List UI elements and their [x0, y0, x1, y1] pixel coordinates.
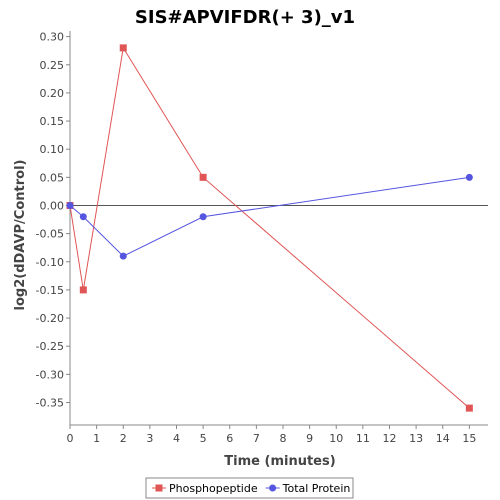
data-point-phosphopeptide	[79, 286, 87, 294]
y-tick-label: 0.30	[40, 31, 65, 44]
legend-marker-total-protein	[269, 484, 277, 492]
x-tick-label: 7	[253, 432, 260, 445]
x-tick-label: 10	[329, 432, 343, 445]
y-tick-label: -0.15	[36, 284, 64, 297]
x-tick-label: 13	[409, 432, 423, 445]
data-point-total-protein	[79, 213, 87, 221]
x-tick-label: 3	[146, 432, 153, 445]
x-tick-label: 8	[279, 432, 286, 445]
data-point-total-protein	[119, 252, 127, 260]
y-tick-label: 0.15	[40, 115, 65, 128]
legend-label-total-protein: Total Protein	[282, 482, 351, 495]
x-tick-label: 5	[200, 432, 207, 445]
legend-label-phosphopeptide: Phosphopeptide	[169, 482, 258, 495]
data-point-phosphopeptide	[199, 173, 207, 181]
x-tick-label: 14	[436, 432, 450, 445]
x-tick-label: 2	[120, 432, 127, 445]
x-tick-label: 4	[173, 432, 180, 445]
x-tick-label: 1	[93, 432, 100, 445]
x-axis-label: Time (minutes)	[224, 454, 335, 469]
data-point-phosphopeptide	[119, 44, 127, 52]
data-point-total-protein	[465, 173, 473, 181]
y-tick-label: 0.00	[40, 199, 65, 212]
y-tick-label: -0.35	[36, 396, 64, 409]
y-tick-label: 0.25	[40, 59, 65, 72]
x-tick-label: 12	[382, 432, 396, 445]
legend-box	[145, 477, 354, 499]
y-tick-label: -0.05	[36, 228, 64, 241]
y-tick-label: 0.10	[40, 143, 65, 156]
y-tick-label: -0.30	[36, 368, 64, 381]
y-axis-label: log2(dDAVP/Control)	[13, 160, 28, 311]
x-tick-label: 15	[462, 432, 476, 445]
y-tick-label: -0.10	[36, 256, 64, 269]
y-tick-label: -0.25	[36, 340, 64, 353]
chart-title: SIS#APVIFDR(+ 3)_v1	[135, 7, 355, 28]
y-tick-label: 0.05	[40, 171, 65, 184]
legend: Phosphopeptide Total Protein	[145, 477, 354, 499]
x-tick-label: 0	[67, 432, 74, 445]
y-tick-label: 0.20	[40, 87, 65, 100]
x-tick-label: 9	[306, 432, 313, 445]
plot-area: 0.30 0.25 0.20 0.15 0.10 0.05 0.00 -0.05 -0.10 -0…	[36, 31, 488, 445]
data-point-phosphopeptide	[465, 404, 473, 412]
data-point-total-protein	[199, 213, 207, 221]
x-tick-label: 11	[356, 432, 370, 445]
y-tick-label: -0.20	[36, 312, 64, 325]
data-point-total-protein	[66, 201, 74, 209]
legend-marker-phosphopeptide	[155, 484, 163, 492]
x-tick-label: 6	[226, 432, 233, 445]
plot-background	[70, 31, 488, 425]
